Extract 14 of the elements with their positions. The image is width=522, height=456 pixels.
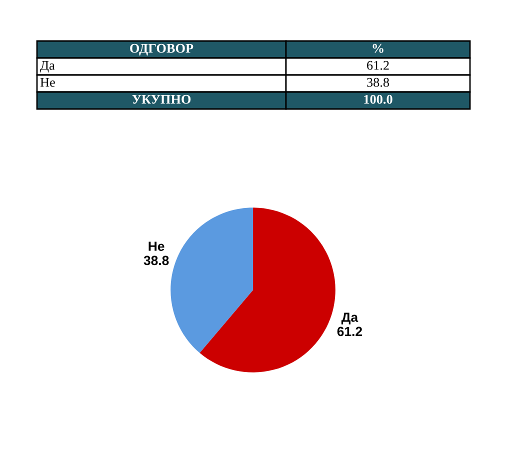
data-label: 61.2: [337, 326, 362, 336]
text: 61.2: [367, 60, 389, 70]
data-label: 38.8: [144, 256, 169, 266]
text: УКУПНО: [132, 94, 191, 104]
text: ОДГОВОР: [130, 44, 194, 56]
slice-label: Не: [148, 242, 164, 251]
text: %: [372, 44, 384, 53]
text: 38.8: [367, 78, 390, 87]
pie-slice: [170, 208, 253, 353]
text: 100.0: [364, 94, 392, 104]
pie-slice: [200, 208, 336, 372]
slice-label: Да: [341, 312, 358, 324]
text: Не: [40, 78, 55, 87]
text: Да: [40, 61, 55, 72]
